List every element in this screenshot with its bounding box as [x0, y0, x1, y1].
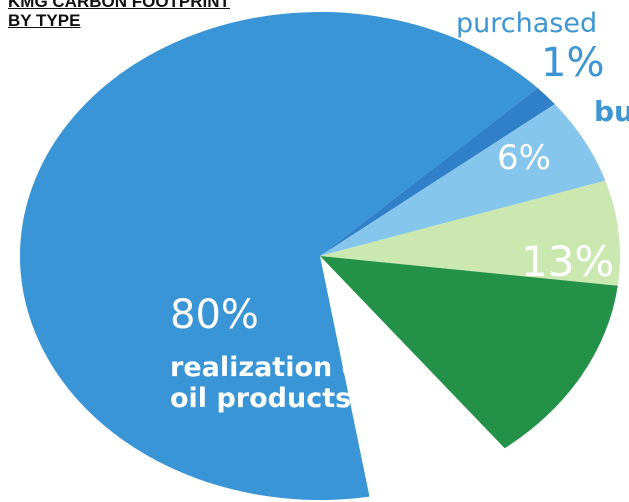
slice-light-green [320, 180, 620, 286]
slice-label-realization-name: realization of oil products [170, 352, 405, 414]
slice-label-6-percent: 6% [497, 138, 551, 178]
slice-label-bu-name: bu [594, 95, 629, 128]
chart-title-line-1: KMG CARBON FOOTPRINT [8, 0, 230, 11]
slice-label-realization-text: realization of oil products [170, 352, 372, 414]
chart-title: KMG CARBON FOOTPRINT BY TYPE [8, 0, 230, 30]
slice-realization-of-oil-products [19, 11, 538, 500]
pie-slices [19, 11, 620, 500]
slice-bu [320, 104, 606, 256]
slice-label-80-percent: 80% [170, 292, 259, 338]
slice-label-purchased-percent: 1% [541, 40, 605, 86]
slice-purchased [320, 88, 555, 256]
slice-label-13-percent: 13% [521, 237, 615, 286]
slice-13-percent [320, 256, 618, 449]
chart-title-line-2: BY TYPE [8, 11, 81, 30]
slice-label-purchased-name: purchased [456, 8, 598, 39]
